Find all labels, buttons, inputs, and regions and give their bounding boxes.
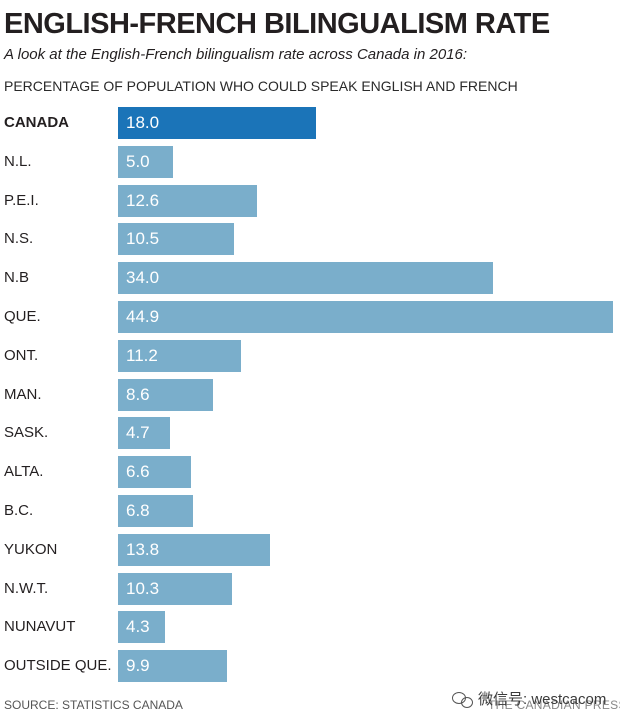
- category-label: N.W.T.: [4, 579, 49, 597]
- chart-title: ENGLISH-FRENCH BILINGUALISM RATE: [4, 8, 550, 40]
- category-label: QUE.: [4, 308, 41, 325]
- bar-value-label: 13.8: [126, 539, 160, 559]
- category-label: N.S.: [4, 230, 34, 248]
- bar-value-label: 10.5: [126, 229, 160, 249]
- category-label: N.B: [4, 269, 30, 287]
- bar: [118, 456, 191, 489]
- category-label: B.C.: [4, 502, 34, 519]
- bar-value-label: 18.0: [126, 113, 160, 132]
- bar-value-label: 34.0: [126, 268, 160, 288]
- category-label: NUNAVUT: [4, 618, 76, 636]
- chart-subtitle: A look at the English-French bilingualis…: [4, 46, 468, 63]
- bar-value-label: 10.3: [126, 578, 160, 598]
- bar: [118, 145, 174, 178]
- bar-value-label: 4.3: [126, 617, 150, 637]
- watermark: 微信号: westcacom: [452, 688, 606, 709]
- bar-value-label: 8.6: [126, 384, 150, 404]
- category-label: YUKON: [4, 540, 58, 558]
- category-label: ONT.: [4, 346, 39, 364]
- bar: [118, 650, 228, 683]
- category-label: N.L.: [4, 152, 32, 170]
- category-label: OUTSIDE QUE.: [4, 657, 112, 675]
- bar: [118, 262, 493, 295]
- category-label: MAN.: [4, 385, 42, 403]
- bar-value-label: 9.9: [126, 656, 150, 676]
- bar: [118, 572, 232, 605]
- source-note: SOURCE: STATISTICS CANADA: [4, 698, 183, 712]
- category-label: ALTA.: [4, 463, 44, 481]
- bar: [118, 184, 257, 217]
- category-label: SASK.: [4, 424, 49, 442]
- bar: [118, 495, 193, 527]
- bar: [118, 611, 166, 644]
- bar: [118, 417, 170, 450]
- bar-value-label: 44.9: [126, 307, 160, 326]
- bar-value-label: 6.6: [126, 462, 150, 482]
- category-label: CANADA: [4, 114, 69, 131]
- bar: [118, 339, 242, 372]
- watermark-text: 微信号: westcacom: [478, 691, 607, 708]
- bar: [118, 301, 613, 333]
- bar: [118, 223, 234, 256]
- bar: [118, 107, 317, 139]
- bar: [118, 378, 213, 411]
- category-label: P.E.I.: [4, 191, 39, 209]
- bar-value-label: 5.0: [126, 151, 150, 171]
- wechat-icon: [452, 690, 474, 708]
- bar-value-label: 11.2: [126, 345, 158, 365]
- credit-note: THE CANADIAN PRESS: [488, 698, 620, 712]
- bar-value-label: 6.8: [126, 501, 150, 520]
- chart-measure-label: PERCENTAGE OF POPULATION WHO COULD SPEAK…: [4, 78, 518, 94]
- bar-value-label: 12.6: [126, 190, 160, 210]
- bar-value-label: 4.7: [126, 423, 150, 443]
- bar: [118, 533, 271, 566]
